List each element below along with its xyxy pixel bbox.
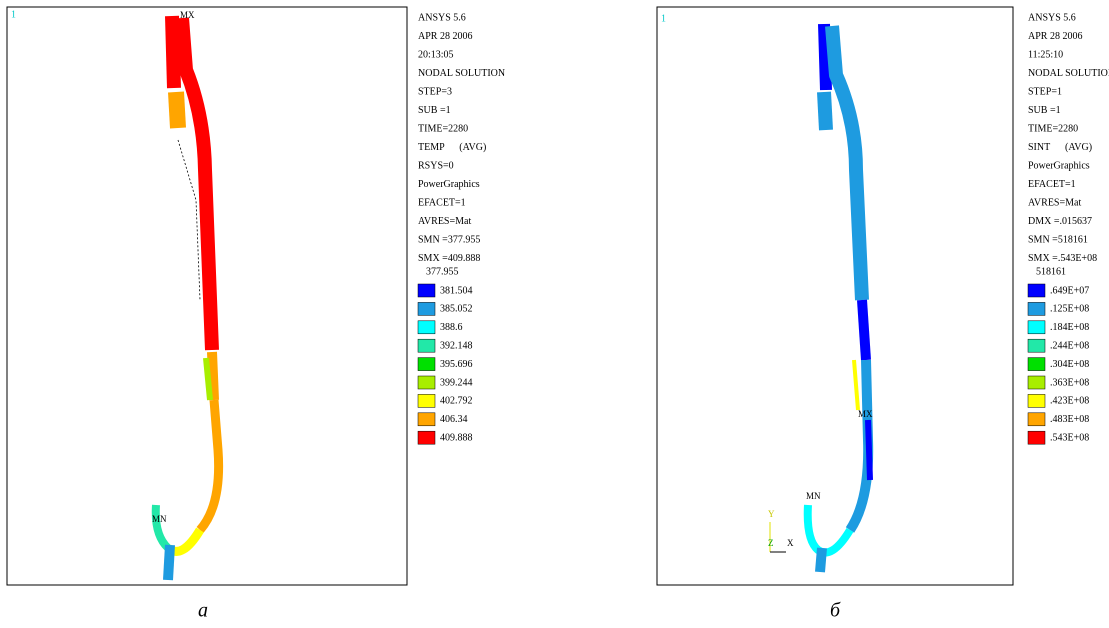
window-number: 1 bbox=[661, 13, 666, 24]
legend-swatch bbox=[417, 283, 436, 298]
info-line: PowerGraphics bbox=[418, 179, 480, 190]
info-line: APR 28 2006 bbox=[1028, 31, 1082, 42]
legend-label: .649E+07 bbox=[1050, 285, 1089, 296]
legend-swatch bbox=[1027, 357, 1046, 371]
info-line: SMX =409.888 bbox=[418, 253, 480, 264]
legend-swatch bbox=[1027, 394, 1046, 408]
triad-x: X bbox=[787, 538, 794, 548]
legend-swatch bbox=[417, 375, 436, 390]
viewport-frame bbox=[656, 6, 1014, 586]
info-line: PowerGraphics bbox=[1028, 160, 1090, 171]
info-line: NODAL SOLUTION bbox=[418, 68, 505, 79]
legend-label: .244E+08 bbox=[1050, 340, 1089, 351]
caption: б bbox=[830, 600, 841, 622]
info-line: RSYS=0 bbox=[418, 160, 454, 171]
legend-label: .543E+08 bbox=[1050, 432, 1089, 443]
legend-label: 402.792 bbox=[440, 396, 473, 407]
legend-swatch bbox=[1027, 430, 1046, 445]
legend-label: 392.148 bbox=[440, 340, 473, 351]
info-line: NODAL SOLUTION bbox=[1028, 68, 1109, 79]
info-line: SMX =.543E+08 bbox=[1028, 253, 1097, 264]
legend-label: 385.052 bbox=[440, 304, 473, 315]
legend-swatch bbox=[417, 412, 436, 427]
legend-min: 377.955 bbox=[426, 266, 459, 277]
legend-label: 381.504 bbox=[440, 285, 473, 296]
legend-label: .125E+08 bbox=[1050, 304, 1089, 315]
legend-label: .304E+08 bbox=[1050, 359, 1089, 370]
legend-label: .483E+08 bbox=[1050, 414, 1089, 425]
info-line: DMX =.015637 bbox=[1028, 216, 1092, 227]
legend-label: 406.34 bbox=[440, 414, 468, 425]
legend-swatch bbox=[417, 394, 436, 408]
min-marker: MN bbox=[806, 491, 821, 501]
info-line: ANSYS 5.6 bbox=[418, 12, 466, 23]
info-line: SMN =518161 bbox=[1028, 234, 1088, 245]
info-line: EFACET=1 bbox=[1028, 179, 1076, 190]
legend-label: 395.696 bbox=[440, 359, 473, 370]
legend-label: .423E+08 bbox=[1050, 396, 1089, 407]
info-line: STEP=3 bbox=[418, 86, 452, 97]
info-line: EFACET=1 bbox=[418, 197, 466, 208]
legend-swatch bbox=[1027, 375, 1046, 390]
max-marker: MX bbox=[180, 10, 195, 20]
legend-swatch bbox=[1027, 283, 1046, 298]
triad-y: Y bbox=[768, 509, 775, 519]
info-line: SUB =1 bbox=[1028, 105, 1061, 116]
info-line: TIME=2280 bbox=[418, 123, 468, 134]
caption: а bbox=[198, 600, 208, 622]
legend-swatch bbox=[1027, 412, 1046, 427]
legend-min: 518161 bbox=[1036, 266, 1066, 277]
legend-swatch bbox=[1027, 302, 1046, 316]
axis-triad bbox=[769, 522, 786, 553]
min-marker: MN bbox=[152, 514, 167, 524]
legend-label: 409.888 bbox=[440, 432, 473, 443]
info-line: APR 28 2006 bbox=[418, 31, 472, 42]
legend-label: 399.244 bbox=[440, 377, 473, 388]
legend-label: .363E+08 bbox=[1050, 377, 1089, 388]
legend-swatch bbox=[1027, 338, 1046, 353]
model-shape bbox=[151, 15, 224, 581]
model-shape bbox=[803, 23, 874, 573]
max-marker: MX bbox=[858, 409, 873, 419]
info-line: TIME=2280 bbox=[1028, 123, 1078, 134]
legend-swatch bbox=[417, 430, 436, 445]
legend-label: .184E+08 bbox=[1050, 322, 1089, 333]
window-number: 1 bbox=[11, 9, 16, 20]
legend-swatch bbox=[417, 338, 436, 353]
legend-swatch bbox=[417, 357, 436, 371]
legend-swatch bbox=[417, 320, 436, 335]
info-line: ANSYS 5.6 bbox=[1028, 12, 1076, 23]
info-line: 11:25:10 bbox=[1028, 49, 1063, 60]
info-line: SUB =1 bbox=[418, 105, 451, 116]
info-line: AVRES=Mat bbox=[1028, 197, 1081, 208]
legend-label: 388.6 bbox=[440, 322, 463, 333]
triad-z: Z bbox=[768, 538, 774, 548]
info-line: 20:13:05 bbox=[418, 49, 454, 60]
info-line: AVRES=Mat bbox=[418, 216, 471, 227]
legend-swatch bbox=[417, 302, 436, 316]
info-line: STEP=1 bbox=[1028, 86, 1062, 97]
info-line: TEMP (AVG) bbox=[418, 142, 486, 153]
info-line: SINT (AVG) bbox=[1028, 142, 1092, 153]
legend-swatch bbox=[1027, 320, 1046, 335]
info-line: SMN =377.955 bbox=[418, 234, 480, 245]
